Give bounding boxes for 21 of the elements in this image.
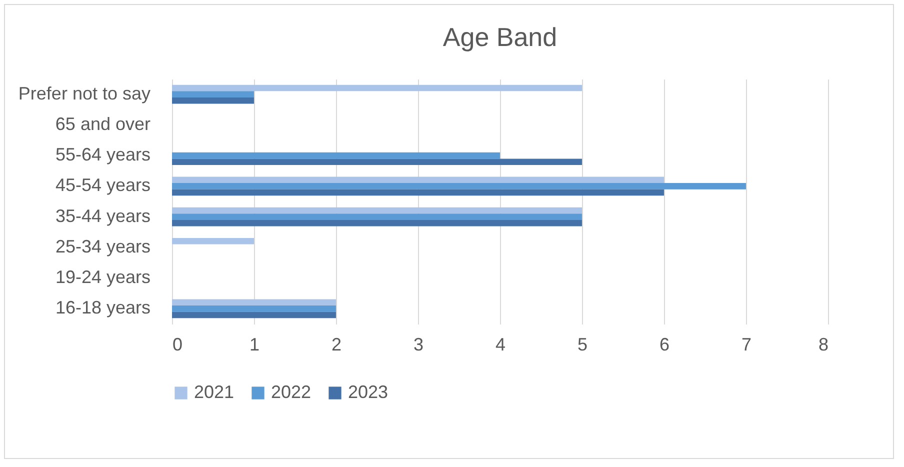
- y-tick-label: Prefer not to say: [18, 83, 150, 104]
- x-tick-label: 0: [172, 334, 183, 354]
- y-tick-label: 35-44 years: [55, 206, 150, 226]
- x-tick-label: 2: [331, 334, 342, 354]
- y-tick-label: 55-64 years: [55, 144, 150, 165]
- legend-label: 2022: [271, 382, 312, 402]
- x-tick-label: 4: [495, 334, 506, 354]
- chart-title: Age Band: [442, 22, 558, 52]
- x-tick-label: 7: [741, 334, 752, 354]
- y-tick-label: 19-24 years: [55, 267, 150, 288]
- legend-label: 2021: [194, 382, 234, 402]
- y-tick-label: 25-34 years: [55, 236, 150, 256]
- y-tick-label: 16-18 years: [55, 298, 150, 318]
- y-tick-label: 45-54 years: [55, 175, 150, 196]
- x-tick-label: 5: [577, 334, 588, 354]
- x-tick-label: 6: [659, 334, 670, 354]
- x-tick-label: 1: [249, 334, 260, 354]
- x-tick-label: 3: [413, 334, 424, 354]
- legend-label: 2023: [348, 382, 388, 402]
- x-tick-label: 8: [818, 334, 828, 354]
- y-tick-label: 65 and over: [55, 114, 150, 134]
